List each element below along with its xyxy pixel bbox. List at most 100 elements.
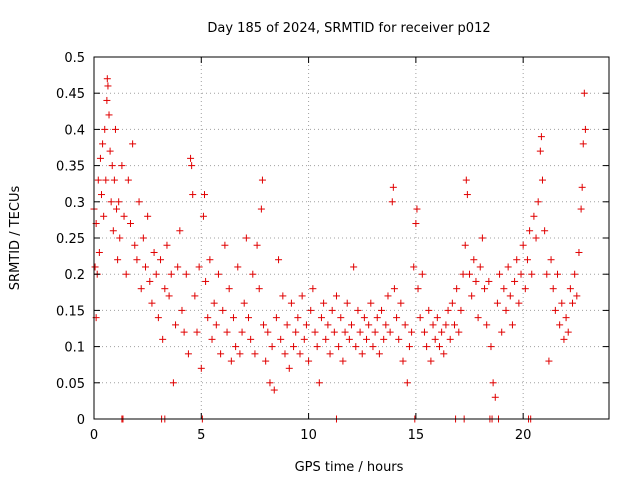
data-point [468,292,476,300]
data-point [102,176,110,184]
data-point [556,321,564,329]
data-point [367,299,375,307]
data-point [455,328,463,336]
data-point [474,314,482,322]
data-point [335,343,343,351]
data-point [438,328,446,336]
data-point [309,285,317,293]
data-point [307,306,315,314]
data-point [292,328,300,336]
data-point [491,393,499,401]
data-point [538,176,546,184]
data-point [566,285,574,293]
data-point [537,133,545,141]
data-point [167,270,175,278]
chart-title: Day 185 of 2024, SRMTID for receiver p01… [207,21,490,36]
y-tick-label: 0.45 [56,87,85,102]
data-point [498,328,506,336]
data-point [148,299,156,307]
data-point [448,299,456,307]
data-point [290,343,298,351]
data-point [249,270,257,278]
data-point [358,350,366,358]
data-point [106,147,114,155]
data-point [116,234,124,242]
data-point [373,314,381,322]
data-point [221,241,229,249]
data-point [532,234,540,242]
data-point [91,263,99,271]
data-point [201,191,209,199]
data-point [410,263,418,271]
data-point [414,285,422,293]
data-point [395,335,403,343]
data-points [90,75,589,423]
y-tick-label: 0.25 [56,232,85,247]
data-point [476,263,484,271]
data-point [324,321,332,329]
data-point [337,314,345,322]
data-point [188,162,196,170]
data-point [94,176,102,184]
data-point [478,234,486,242]
data-point [157,256,165,264]
data-point [506,292,514,300]
data-point [101,125,109,133]
data-point [245,314,252,322]
data-point [178,306,186,314]
data-point [451,321,458,329]
data-point [403,379,411,387]
data-point [466,270,474,278]
data-point [420,328,428,336]
data-point [413,205,421,213]
data-point [260,321,268,329]
data-point [459,270,467,278]
data-point [193,328,201,336]
data-point [545,357,553,365]
data-point [281,350,289,358]
data-point [515,299,523,307]
data-point [472,277,480,285]
data-point [536,147,544,155]
data-point [326,350,334,358]
data-point [99,140,107,148]
data-point [431,335,439,343]
y-tick-label: 0.4 [64,123,85,138]
data-point [100,212,108,220]
data-point [504,263,512,271]
data-point [268,343,276,351]
data-point [258,176,266,184]
data-point [174,263,182,271]
data-point [96,154,104,162]
data-point [530,212,538,220]
data-point [399,357,407,365]
data-point [360,314,368,322]
data-point [129,140,137,148]
data-point [382,321,390,329]
data-point [440,350,448,358]
data-point [386,328,394,336]
data-point [356,328,364,336]
data-point [257,205,265,213]
data-point [191,292,199,300]
data-point [390,285,398,293]
data-point [150,248,158,256]
data-point [554,270,561,278]
data-point [571,270,579,278]
data-point [103,96,111,104]
data-point [279,292,287,300]
data-point [300,335,308,343]
data-point [296,350,304,358]
data-point [416,314,424,322]
data-point [433,314,441,322]
data-point [287,299,295,307]
data-point [113,205,121,213]
y-tick-label: 0 [77,413,85,428]
data-point [232,343,240,351]
data-point [521,285,529,293]
data-point [115,198,123,206]
data-point [332,292,340,300]
data-point [328,306,336,314]
data-point [236,350,244,358]
data-point [401,321,409,329]
